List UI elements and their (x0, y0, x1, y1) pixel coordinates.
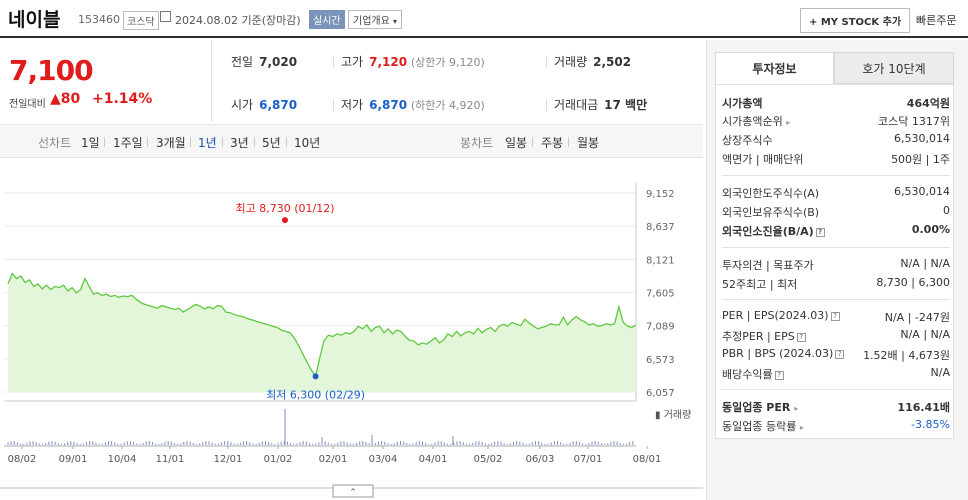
change-rate: +1.14% (92, 91, 153, 107)
market-cap-row: 시가총액 464억원 (722, 97, 950, 110)
investment-panel: 투자정보 호가 10단계 시가총액 464억원 시가총액순위 ▸ 코스닥 1317위… (706, 40, 968, 500)
y-tick-label: 9,152 (646, 189, 675, 200)
foreign-limit-row: 외국인한도주식수(A) 6,530,014 (722, 185, 950, 200)
foreign-hold-row: 외국인보유주식수(B) 0 (722, 204, 950, 219)
pbr-row: PBR | BPS (2024.03)? 1.52배 | 4,673원 (722, 347, 950, 362)
y-tick-label: 8,121 (646, 255, 675, 266)
base-date: 2024.08.02 기준(장마감) (175, 14, 301, 27)
help-icon[interactable]: ? (796, 332, 806, 342)
shares-row: 상장주식수 6,530,014 (722, 132, 950, 147)
volume: 거래량 2,502 (554, 55, 632, 69)
tab-5y[interactable]: 5년 (262, 136, 281, 150)
trade-amount: 거래대금 17 백만 (554, 98, 648, 112)
up-triangle-icon: ▲ (50, 91, 61, 107)
calendar-icon (160, 11, 171, 22)
help-icon[interactable]: ? (835, 349, 845, 359)
price-area (8, 273, 636, 392)
max-point (282, 217, 288, 224)
help-icon[interactable]: ? (830, 311, 840, 321)
x-tick-label: 12/01 (214, 454, 243, 465)
x-tick-label: 05/02 (474, 454, 503, 465)
chevron-up-icon: ⌃ (349, 488, 357, 498)
tab-daily[interactable]: 일봉 (505, 136, 528, 150)
high-price: 고가 7,120 (상한가 9,120) (341, 55, 485, 69)
x-tick-label: 01/02 (264, 454, 293, 465)
y-tick-label: 6,057 (646, 388, 675, 399)
stock-header: 네이블 153460 코스닥 2024.08.02 기준(장마감) 실시간 기업… (0, 0, 968, 38)
volume-legend: ▮ 거래량 (655, 409, 691, 421)
max-label: 최고 8,730 (01/12) (235, 202, 334, 215)
tab-3y[interactable]: 3년 (230, 136, 249, 150)
low-price: 저가 6,870 (하한가 4,920) (341, 98, 485, 112)
tab-monthly[interactable]: 월봉 (577, 136, 600, 150)
prev-close: 전일 7,020 (231, 55, 298, 69)
foreign-rate-row: 외국인소진율(B/A)? 0.00% (722, 223, 950, 238)
tab-weekly[interactable]: 주봉 (541, 136, 564, 150)
x-tick-label: 04/01 (419, 454, 448, 465)
tab-order-book[interactable]: 호가 10단계 (834, 52, 954, 84)
price-change: ▲80 (50, 91, 81, 107)
x-tick-label: 10/04 (108, 454, 137, 465)
collapse-button[interactable] (332, 484, 374, 498)
opinion-row: 투자의견 | 목표주가 N/A | N/A (722, 257, 950, 272)
price-chart[interactable]: 9,152 8,637 8,121 7,605 7,089 6,573 6,057 최고 8… (0, 165, 703, 500)
tab-investment-info[interactable]: 투자정보 (715, 52, 834, 84)
tab-1w[interactable]: 1주일 (113, 136, 143, 150)
change-label: 전일대비 (9, 99, 46, 110)
x-tick-label: 07/01 (574, 454, 603, 465)
stock-code: 153460 (78, 13, 120, 26)
industry-rate-row[interactable]: 동일업종 등락률 ▸ -3.85% (722, 418, 950, 433)
x-tick-label: 03/04 (369, 454, 398, 465)
tab-1d[interactable]: 1일 (81, 136, 100, 150)
y-tick-label: 7,089 (646, 322, 675, 333)
y-tick-label: 7,605 (646, 289, 675, 300)
line-chart-label: 선차트 (38, 136, 72, 150)
industry-per-row[interactable]: 동일업종 PER ▸ 116.41배 (722, 401, 950, 414)
chart-period-tabs: 선차트 1일 1주일 3개월 1년 3년 5년 10년 봉차트 일봉 주봉 월봉 (0, 124, 703, 158)
open-price: 시가 6,870 (231, 98, 298, 112)
tab-1y[interactable]: 1년 (198, 136, 217, 150)
my-stock-add-button[interactable]: + MY STOCK 추가 (800, 8, 911, 33)
current-price-panel: 7,100 전일대비 ▲80 +1.14% (0, 40, 212, 122)
help-icon[interactable]: ? (815, 227, 825, 237)
x-tick-label: 02/01 (319, 454, 348, 465)
x-tick-label: 09/01 (59, 454, 88, 465)
tab-3m[interactable]: 3개월 (156, 136, 186, 150)
x-tick-label: 08/02 (8, 454, 37, 465)
market-badge: 코스닥 (123, 11, 159, 30)
realtime-button[interactable]: 실시간 (309, 10, 345, 29)
current-price: 7,100 (9, 54, 94, 87)
min-point (312, 373, 319, 380)
price-stats: 전일 7,020 고가 7,120 (상한가 9,120) 거래량 2,502 시가 6… (213, 40, 703, 122)
price-line (7, 272, 637, 379)
candle-chart-label: 봉차트 (460, 136, 494, 150)
quick-order-link[interactable]: 빠른주문 (916, 14, 957, 27)
y-tick-label: 6,573 (646, 355, 675, 366)
chevron-down-icon: ▾ (393, 17, 398, 26)
rank-row[interactable]: 시가총액순위 ▸ 코스닥 1317위 (722, 115, 950, 128)
y-tick-label: 8,637 (646, 222, 675, 233)
help-icon[interactable]: ? (774, 370, 784, 380)
stock-name: 네이블 (8, 9, 61, 31)
per-row: PER | EPS(2024.03)? N/A | -247원 (722, 309, 950, 324)
face-value-row: 액면가 | 매매단위 500원 | 1주 (722, 153, 950, 166)
week52-row: 52주최고 | 최저 8,730 | 6,300 (722, 276, 950, 291)
dividend-row: 배당수익률? N/A (722, 366, 950, 381)
tab-10y[interactable]: 10년 (294, 136, 321, 150)
x-tick-label: 08/01 (633, 454, 662, 465)
est-per-row: 추정PER | EPS? N/A | N/A (722, 328, 950, 343)
x-tick-label: 11/01 (156, 454, 185, 465)
company-overview-dropdown[interactable]: 기업개요 ▾ (348, 10, 403, 29)
x-tick-label: 06/03 (526, 454, 555, 465)
min-label: 최저 6,300 (02/29) (266, 388, 365, 401)
